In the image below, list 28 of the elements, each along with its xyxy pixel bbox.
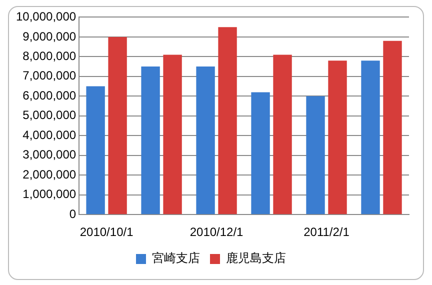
y-tick-label: 4,000,000 (22, 128, 76, 142)
y-tick-label: 6,000,000 (22, 88, 76, 102)
bar (108, 36, 127, 214)
y-tick-label: 3,000,000 (22, 148, 76, 162)
y-tick-label: 8,000,000 (22, 48, 76, 63)
bar (251, 92, 270, 214)
legend-label: 鹿児島支店 (226, 251, 286, 266)
x-tick-label: 2011/2/1 (304, 225, 350, 240)
bar (361, 60, 380, 214)
x-tick-label: 2010/10/1 (80, 225, 134, 240)
bar (328, 60, 347, 214)
bar (86, 86, 105, 214)
bar (306, 96, 325, 214)
bar (196, 66, 215, 214)
y-tick-label: 1,000,000 (22, 187, 76, 202)
y-tick-label: 0 (69, 206, 76, 221)
bar (383, 40, 402, 214)
x-tick-label: 2010/12/1 (190, 225, 244, 240)
bar (273, 54, 292, 214)
y-tick-label: 9,000,000 (22, 29, 76, 44)
y-tick-label: 7,000,000 (22, 68, 76, 83)
bar (141, 66, 160, 214)
y-tick-label: 5,000,000 (22, 108, 76, 122)
legend-label: 宮崎支店 (152, 251, 200, 266)
y-tick-label: 10,000,000 (16, 10, 76, 24)
y-tick-label: 2,000,000 (22, 167, 76, 182)
bar (163, 54, 182, 214)
bar (218, 27, 237, 214)
